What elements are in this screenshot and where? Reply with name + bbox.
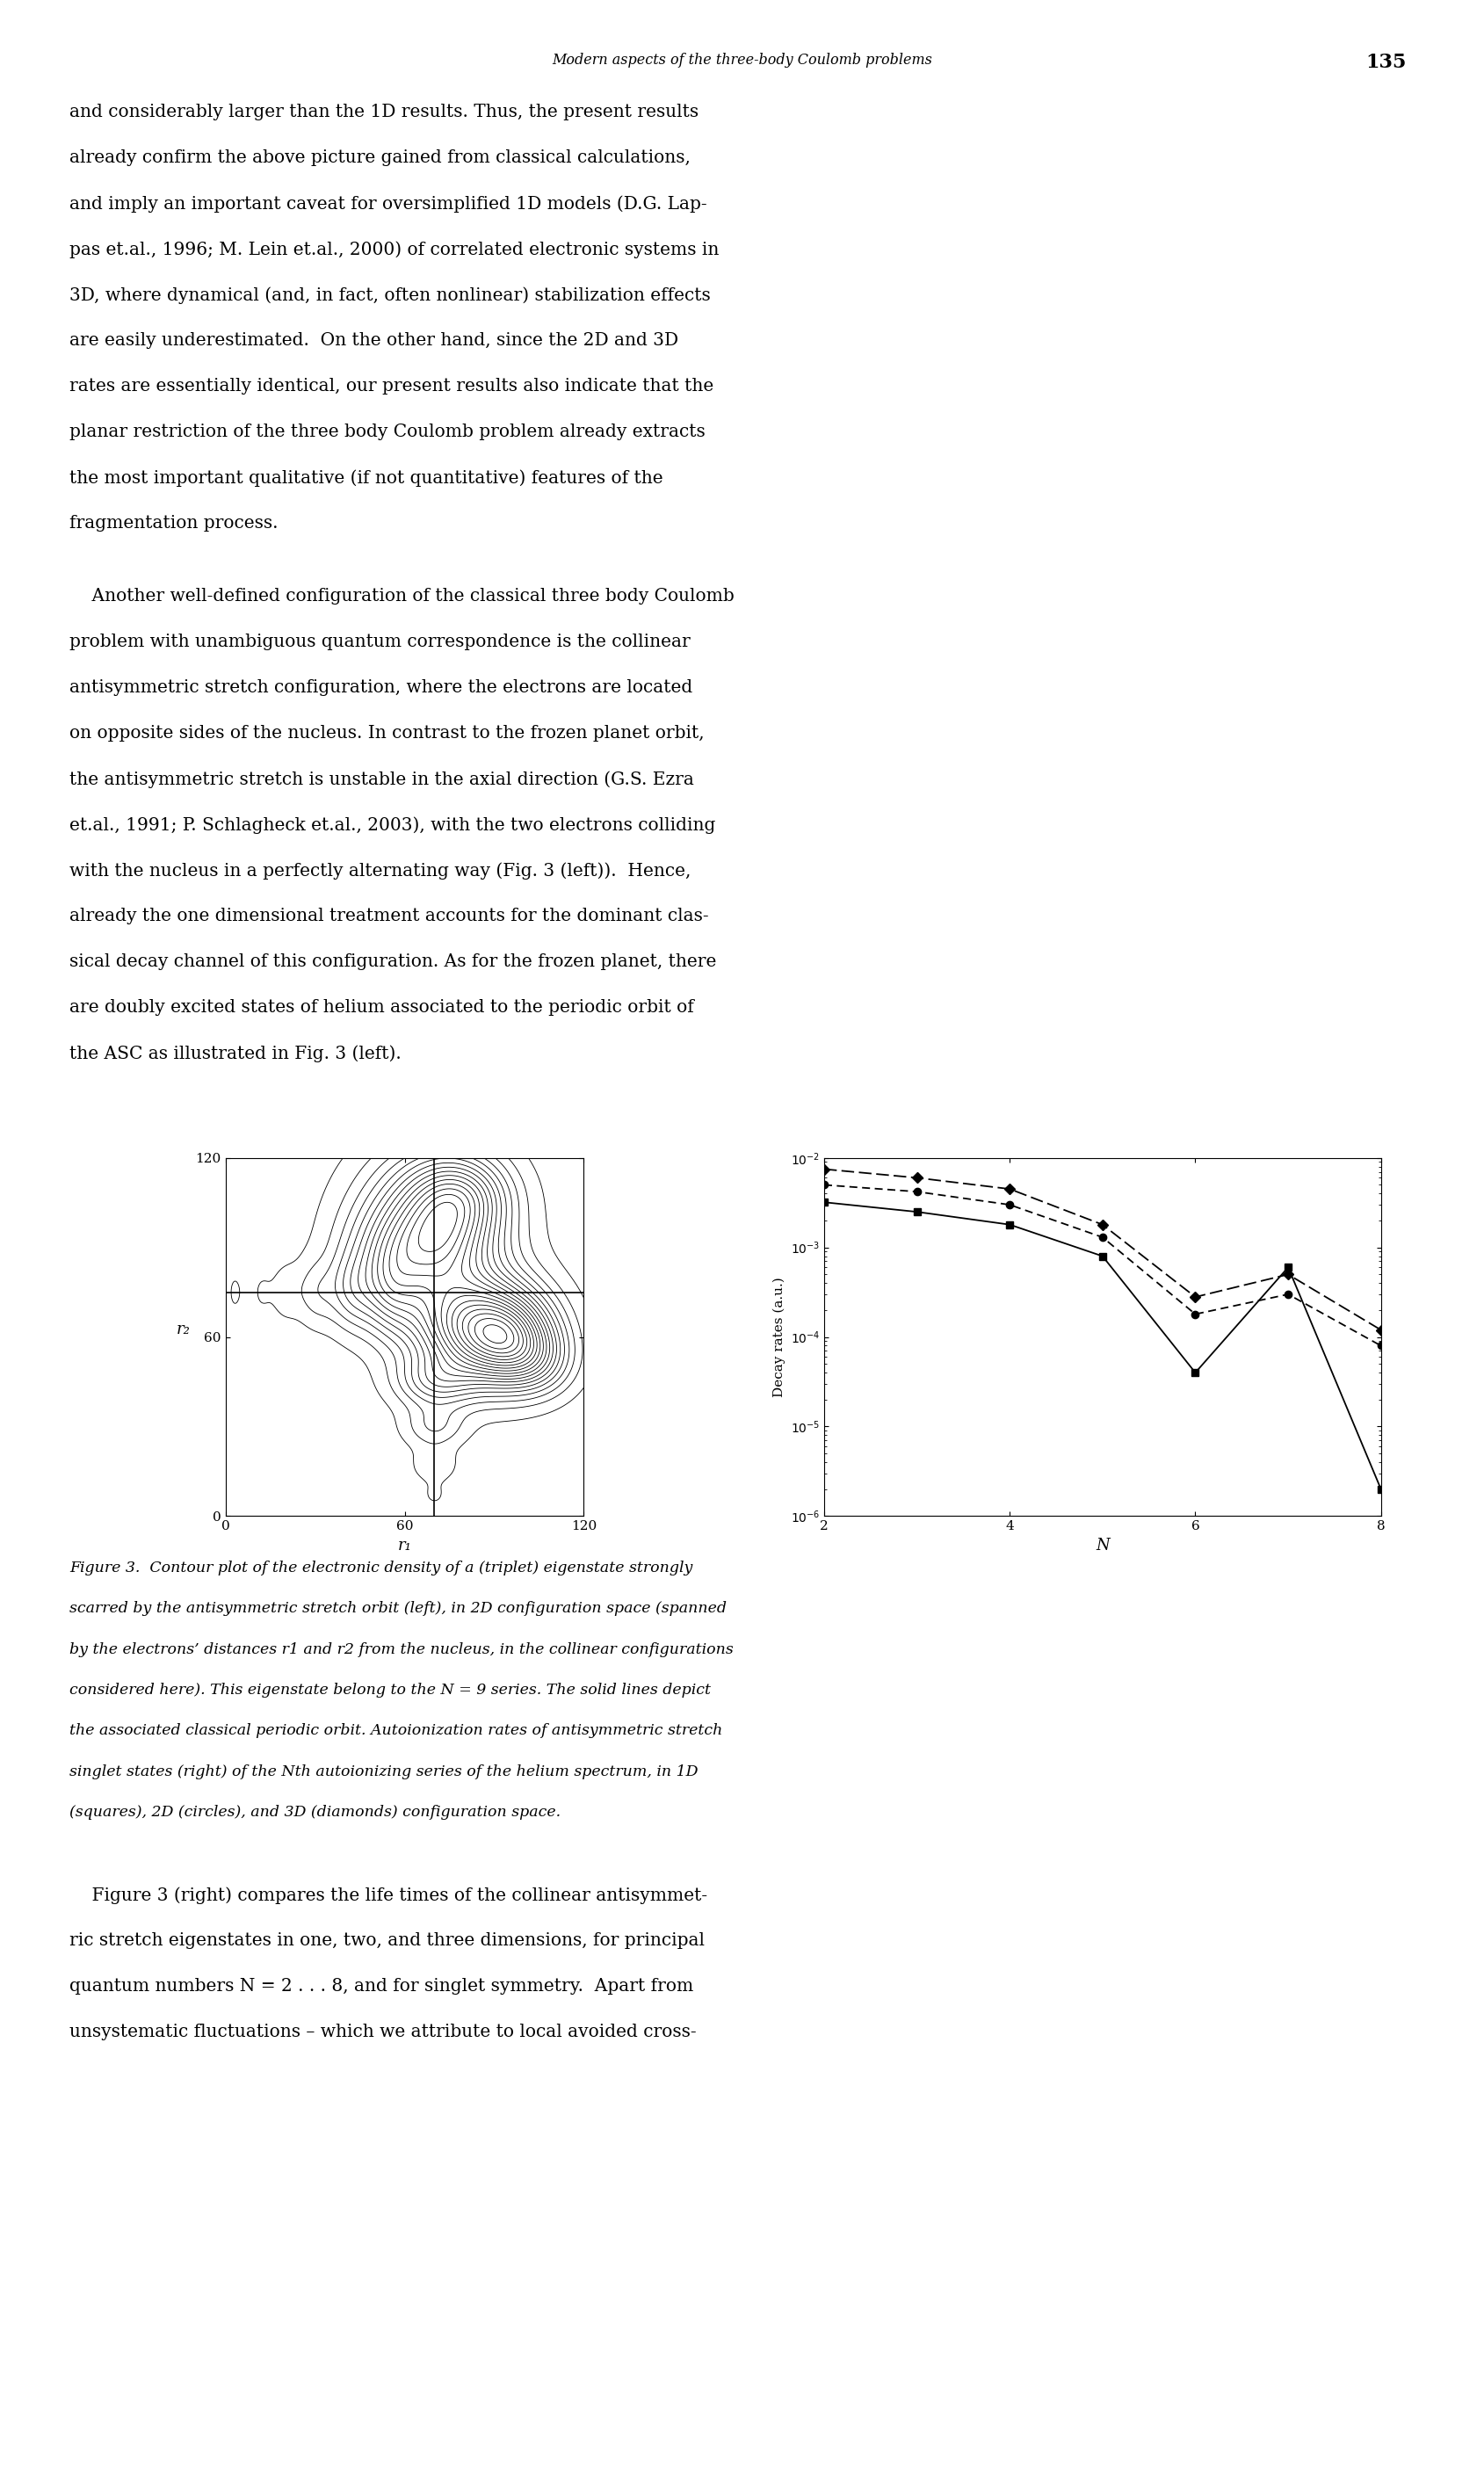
Text: (squares), 2D (circles), and 3D (diamonds) configuration space.: (squares), 2D (circles), and 3D (diamond… (70, 1806, 561, 1820)
Text: rates are essentially identical, our present results also indicate that the: rates are essentially identical, our pre… (70, 378, 714, 395)
Text: already confirm the above picture gained from classical calculations,: already confirm the above picture gained… (70, 151, 690, 165)
Text: and considerably larger than the 1D results. Thus, the present results: and considerably larger than the 1D resu… (70, 104, 699, 121)
Text: the most important qualitative (if not quantitative) features of the: the most important qualitative (if not q… (70, 469, 663, 487)
Text: the antisymmetric stretch is unstable in the axial direction (G.S. Ezra: the antisymmetric stretch is unstable in… (70, 771, 695, 788)
Text: 3D, where dynamical (and, in fact, often nonlinear) stabilization effects: 3D, where dynamical (and, in fact, often… (70, 287, 711, 304)
Text: 135: 135 (1365, 52, 1405, 72)
Text: with the nucleus in a perfectly alternating way (Fig. 3 (left)).  Hence,: with the nucleus in a perfectly alternat… (70, 862, 692, 879)
Text: already the one dimensional treatment accounts for the dominant clas-: already the one dimensional treatment ac… (70, 909, 709, 924)
Text: antisymmetric stretch configuration, where the electrons are located: antisymmetric stretch configuration, whe… (70, 679, 693, 697)
Text: are doubly excited states of helium associated to the periodic orbit of: are doubly excited states of helium asso… (70, 1000, 695, 1015)
X-axis label: r₁: r₁ (398, 1536, 411, 1554)
Text: considered here). This eigenstate belong to the N = 9 series. The solid lines de: considered here). This eigenstate belong… (70, 1682, 711, 1697)
Text: problem with unambiguous quantum correspondence is the collinear: problem with unambiguous quantum corresp… (70, 635, 690, 650)
Text: the associated classical periodic orbit. Autoionization rates of antisymmetric s: the associated classical periodic orbit.… (70, 1724, 723, 1739)
Text: et.al., 1991; P. Schlagheck et.al., 2003), with the two electrons colliding: et.al., 1991; P. Schlagheck et.al., 2003… (70, 818, 715, 835)
Text: are easily underestimated.  On the other hand, since the 2D and 3D: are easily underestimated. On the other … (70, 331, 678, 348)
Text: Figure 3.  Contour plot of the electronic density of a (triplet) eigenstate stro: Figure 3. Contour plot of the electronic… (70, 1561, 693, 1576)
Text: quantum numbers N = 2 . . . 8, and for singlet symmetry.  Apart from: quantum numbers N = 2 . . . 8, and for s… (70, 1978, 693, 1996)
Text: the ASC as illustrated in Fig. 3 (left).: the ASC as illustrated in Fig. 3 (left). (70, 1045, 402, 1062)
Text: Modern aspects of the three-body Coulomb problems: Modern aspects of the three-body Coulomb… (552, 52, 932, 69)
Text: fragmentation process.: fragmentation process. (70, 514, 279, 531)
Y-axis label: Decay rates (a.u.): Decay rates (a.u.) (773, 1277, 785, 1398)
Text: unsystematic fluctuations – which we attribute to local avoided cross-: unsystematic fluctuations – which we att… (70, 2023, 696, 2040)
Y-axis label: r₂: r₂ (177, 1321, 190, 1336)
Text: pas et.al., 1996; M. Lein et.al., 2000) of correlated electronic systems in: pas et.al., 1996; M. Lein et.al., 2000) … (70, 240, 720, 257)
Text: scarred by the antisymmetric stretch orbit (left), in 2D configuration space (sp: scarred by the antisymmetric stretch orb… (70, 1601, 727, 1615)
Text: Another well-defined configuration of the classical three body Coulomb: Another well-defined configuration of th… (70, 588, 735, 605)
Text: on opposite sides of the nucleus. In contrast to the frozen planet orbit,: on opposite sides of the nucleus. In con… (70, 726, 705, 741)
Text: planar restriction of the three body Coulomb problem already extracts: planar restriction of the three body Cou… (70, 422, 705, 440)
Text: by the electrons’ distances r1 and r2 from the nucleus, in the collinear configu: by the electrons’ distances r1 and r2 fr… (70, 1643, 733, 1657)
Text: sical decay channel of this configuration. As for the frozen planet, there: sical decay channel of this configuratio… (70, 953, 717, 971)
X-axis label: N: N (1095, 1536, 1109, 1554)
Text: ric stretch eigenstates in one, two, and three dimensions, for principal: ric stretch eigenstates in one, two, and… (70, 1932, 705, 1949)
Text: Figure 3 (right) compares the life times of the collinear antisymmet-: Figure 3 (right) compares the life times… (70, 1887, 708, 1904)
Text: and imply an important caveat for oversimplified 1D models (D.G. Lap-: and imply an important caveat for oversi… (70, 195, 706, 212)
Text: singlet states (right) of the Nth autoionizing series of the helium spectrum, in: singlet states (right) of the Nth autoio… (70, 1764, 697, 1778)
